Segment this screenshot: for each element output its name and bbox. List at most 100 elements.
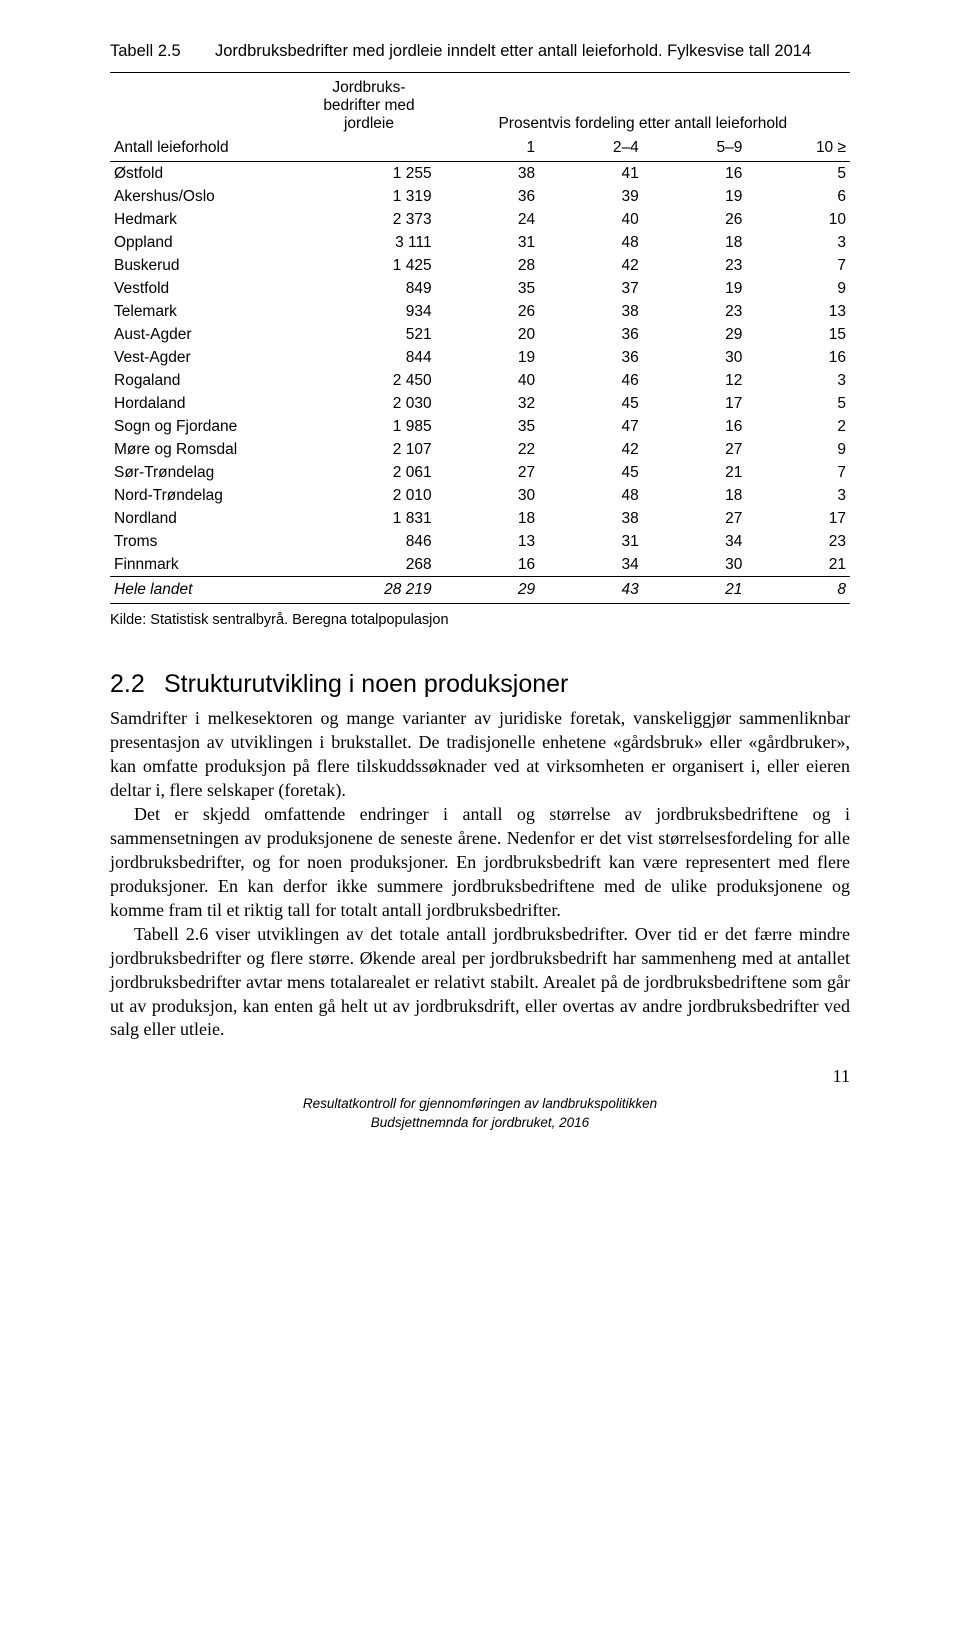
cell-v2: 38: [539, 300, 643, 323]
cell-v2: 36: [539, 346, 643, 369]
cell-v0: 2 450: [302, 369, 435, 392]
col-head-3: 5–9: [643, 136, 747, 162]
table-row: Hedmark2 37324402610: [110, 208, 850, 231]
cell-name: Buskerud: [110, 254, 302, 277]
cell-v3: 17: [643, 392, 747, 415]
table-row: Vestfold8493537199: [110, 277, 850, 300]
cell-v4: 5: [746, 392, 850, 415]
cell-v2: 45: [539, 461, 643, 484]
cell-v0: 268: [302, 553, 435, 577]
cell-v2: 45: [539, 392, 643, 415]
cell-v1: 20: [436, 323, 540, 346]
table-row: Møre og Romsdal2 1072242279: [110, 438, 850, 461]
cell-v0: 934: [302, 300, 435, 323]
col-head-jordbruks: Jordbruks- bedrifter med jordleie: [302, 73, 435, 137]
cell-v1: 30: [436, 484, 540, 507]
cell-v1: 13: [436, 530, 540, 553]
cell-name: Vestfold: [110, 277, 302, 300]
cell-v0: 1 425: [302, 254, 435, 277]
table-caption-label: Tabell 2.5: [110, 40, 215, 62]
cell-v1: 31: [436, 231, 540, 254]
table-row: Hordaland2 0303245175: [110, 392, 850, 415]
cell-name: Hele landet: [110, 577, 302, 604]
cell-v1: 19: [436, 346, 540, 369]
cell-v2: 38: [539, 507, 643, 530]
cell-v0: 3 111: [302, 231, 435, 254]
cell-v0: 521: [302, 323, 435, 346]
cell-name: Hedmark: [110, 208, 302, 231]
cell-v4: 3: [746, 231, 850, 254]
cell-v3: 12: [643, 369, 747, 392]
cell-v3: 21: [643, 577, 747, 604]
cell-v4: 8: [746, 577, 850, 604]
cell-name: Troms: [110, 530, 302, 553]
cell-v3: 30: [643, 346, 747, 369]
table-row: Akershus/Oslo1 3193639196: [110, 185, 850, 208]
cell-v2: 47: [539, 415, 643, 438]
table-caption: Tabell 2.5 Jordbruksbedrifter med jordle…: [110, 40, 850, 62]
cell-name: Akershus/Oslo: [110, 185, 302, 208]
cell-name: Sogn og Fjordane: [110, 415, 302, 438]
cell-name: Møre og Romsdal: [110, 438, 302, 461]
col-head-4: 10 ≥: [746, 136, 850, 162]
table-row: Vest-Agder84419363016: [110, 346, 850, 369]
cell-v4: 21: [746, 553, 850, 577]
cell-v1: 24: [436, 208, 540, 231]
cell-v4: 23: [746, 530, 850, 553]
cell-v2: 40: [539, 208, 643, 231]
table-row: Østfold1 2553841165: [110, 162, 850, 186]
cell-name: Nordland: [110, 507, 302, 530]
cell-name: Rogaland: [110, 369, 302, 392]
table-row: Nordland1 83118382717: [110, 507, 850, 530]
table-row: Sør-Trøndelag2 0612745217: [110, 461, 850, 484]
col-head-2: 2–4: [539, 136, 643, 162]
section-title: Strukturutvikling i noen produksjoner: [164, 670, 568, 698]
col-head-prosentvis: Prosentvis fordeling etter antall leiefo…: [436, 73, 850, 137]
cell-v0: 846: [302, 530, 435, 553]
cell-v2: 34: [539, 553, 643, 577]
cell-v0: 844: [302, 346, 435, 369]
cell-v0: 1 255: [302, 162, 435, 186]
cell-v1: 29: [436, 577, 540, 604]
cell-v3: 19: [643, 185, 747, 208]
cell-name: Aust-Agder: [110, 323, 302, 346]
cell-v3: 19: [643, 277, 747, 300]
cell-v0: 2 107: [302, 438, 435, 461]
footer-line-1: Resultatkontroll for gjennomføringen av …: [110, 1095, 850, 1113]
cell-v1: 26: [436, 300, 540, 323]
cell-v0: 1 319: [302, 185, 435, 208]
cell-v3: 23: [643, 254, 747, 277]
table-row: Oppland3 1113148183: [110, 231, 850, 254]
cell-v3: 34: [643, 530, 747, 553]
cell-v4: 16: [746, 346, 850, 369]
cell-v0: 2 010: [302, 484, 435, 507]
table-row-total: Hele landet28 2192943218: [110, 577, 850, 604]
cell-name: Vest-Agder: [110, 346, 302, 369]
cell-v1: 16: [436, 553, 540, 577]
footer: Resultatkontroll for gjennomføringen av …: [110, 1095, 850, 1131]
cell-v2: 36: [539, 323, 643, 346]
table-source: Kilde: Statistisk sentralbyrå. Beregna t…: [110, 612, 850, 628]
cell-v1: 22: [436, 438, 540, 461]
col-head-1: 1: [436, 136, 540, 162]
cell-name: Finnmark: [110, 553, 302, 577]
cell-name: Hordaland: [110, 392, 302, 415]
cell-v4: 5: [746, 162, 850, 186]
cell-v4: 17: [746, 507, 850, 530]
cell-v3: 30: [643, 553, 747, 577]
cell-v4: 13: [746, 300, 850, 323]
cell-v0: 28 219: [302, 577, 435, 604]
cell-v4: 7: [746, 461, 850, 484]
cell-v3: 27: [643, 438, 747, 461]
cell-v2: 42: [539, 438, 643, 461]
cell-v0: 1 985: [302, 415, 435, 438]
cell-v4: 3: [746, 484, 850, 507]
paragraph-3: Tabell 2.6 viser utviklingen av det tota…: [110, 923, 850, 1043]
cell-v4: 2: [746, 415, 850, 438]
cell-v4: 9: [746, 277, 850, 300]
cell-v4: 10: [746, 208, 850, 231]
table-row: Nord-Trøndelag2 0103048183: [110, 484, 850, 507]
cell-v4: 3: [746, 369, 850, 392]
cell-v2: 46: [539, 369, 643, 392]
cell-v1: 18: [436, 507, 540, 530]
